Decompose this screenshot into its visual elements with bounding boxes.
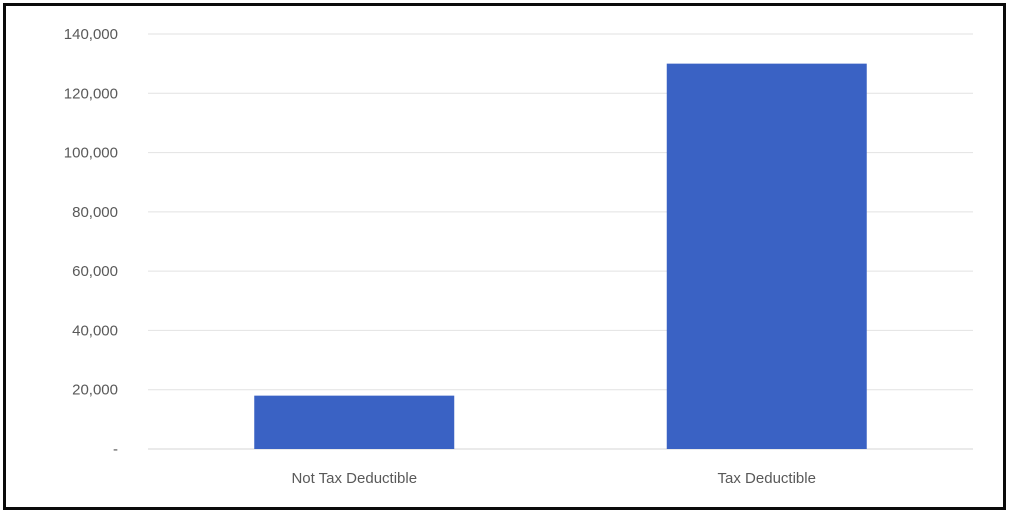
y-tick-label: 140,000 bbox=[64, 26, 118, 43]
bars bbox=[254, 63, 867, 450]
x-tick-label: Not Tax Deductible bbox=[291, 470, 417, 487]
y-tick-label: - bbox=[113, 441, 118, 458]
y-tick-label: 60,000 bbox=[72, 263, 118, 280]
chart-frame: - 20,000 40,000 60,000 80,000 100,000 120,000 1… bbox=[3, 3, 1006, 510]
bar-tax-deductible bbox=[666, 63, 867, 450]
y-tick-label: 20,000 bbox=[72, 382, 118, 399]
y-axis-ticks: - 20,000 40,000 60,000 80,000 100,000 120,000 1… bbox=[64, 26, 118, 458]
x-tick-label: Tax Deductible bbox=[718, 470, 816, 487]
y-tick-label: 120,000 bbox=[64, 85, 118, 102]
y-tick-label: 80,000 bbox=[72, 204, 118, 221]
y-tick-label: 100,000 bbox=[64, 145, 118, 162]
grid-lines bbox=[148, 33, 973, 450]
bar-not-tax-deductible bbox=[254, 395, 455, 449]
x-axis-ticks: Not Tax Deductible Tax Deductible bbox=[291, 470, 816, 487]
bar-chart: - 20,000 40,000 60,000 80,000 100,000 120,000 1… bbox=[64, 26, 973, 487]
y-tick-label: 40,000 bbox=[72, 322, 118, 339]
